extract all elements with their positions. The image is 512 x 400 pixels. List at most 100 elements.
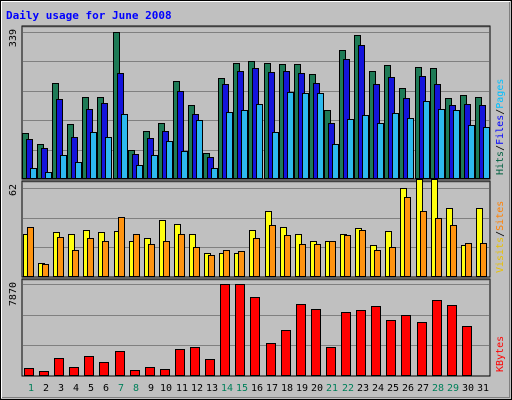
bar-sites-day-5 [87, 238, 94, 277]
bar-pages-day-15 [241, 110, 248, 179]
bar-kbytes-day-7 [115, 351, 125, 376]
x-tick-day-21: 21 [326, 383, 338, 394]
x-tick-day-2: 2 [43, 383, 49, 394]
bar-sites-day-27 [420, 211, 427, 277]
bar-kbytes-day-9 [145, 367, 155, 376]
bar-kbytes-day-6 [99, 362, 109, 376]
bar-sites-day-2 [42, 264, 49, 277]
legend-item: / [495, 231, 506, 237]
bar-visits-day-31 [476, 208, 483, 277]
bar-sites-day-21 [329, 241, 336, 277]
bar-pages-day-13 [211, 168, 218, 179]
bar-pages-day-2 [45, 172, 52, 179]
bar-kbytes-day-21 [326, 347, 336, 376]
y-max-label: 339 [8, 29, 19, 47]
x-tick-day-11: 11 [176, 383, 188, 394]
x-tick-day-27: 27 [417, 383, 429, 394]
bar-pages-day-14 [226, 112, 233, 179]
bar-sites-day-25 [389, 247, 396, 277]
bar-files-day-17 [268, 72, 275, 179]
bar-pages-day-23 [362, 115, 369, 179]
bar-pages-day-25 [392, 113, 399, 179]
x-tick-day-10: 10 [160, 383, 172, 394]
legend-bottom: KBytes [495, 336, 506, 372]
x-tick-day-6: 6 [103, 383, 109, 394]
bar-kbytes-day-19 [296, 304, 306, 376]
bar-kbytes-day-1 [24, 368, 34, 376]
bar-kbytes-day-15 [235, 284, 245, 376]
bar-pages-day-27 [423, 101, 430, 179]
legend-item: Visits [495, 237, 506, 273]
bar-pages-day-31 [483, 127, 490, 179]
bar-files-day-2 [41, 148, 48, 179]
x-tick-day-24: 24 [372, 383, 384, 394]
bar-sites-day-14 [223, 250, 230, 277]
bar-sites-day-8 [133, 234, 140, 277]
bar-sites-day-28 [435, 218, 442, 277]
legend-item: Files [495, 115, 506, 145]
bar-sites-day-10 [163, 241, 170, 277]
bar-pages-day-5 [90, 132, 97, 179]
bar-pages-day-30 [468, 125, 475, 179]
bar-sites-day-19 [299, 244, 306, 277]
legend-item: / [495, 145, 506, 151]
x-tick-day-31: 31 [477, 383, 489, 394]
bar-pages-day-19 [302, 93, 309, 179]
bar-sites-day-15 [238, 251, 245, 277]
y-max-label: 62 [8, 184, 19, 196]
bar-sites-day-23 [359, 230, 366, 277]
legend-item: Hits [495, 151, 506, 175]
bar-sites-day-16 [253, 238, 260, 277]
bar-kbytes-day-5 [84, 356, 94, 376]
bar-files-day-11 [177, 91, 184, 179]
bar-sites-day-1 [27, 227, 34, 277]
x-tick-day-20: 20 [311, 383, 323, 394]
bar-files-day-4 [71, 137, 78, 179]
bar-pages-day-17 [272, 132, 279, 179]
bar-sites-day-26 [404, 197, 411, 277]
bar-pages-day-21 [332, 144, 339, 179]
bar-kbytes-day-26 [401, 315, 411, 376]
x-tick-day-14: 14 [221, 383, 233, 394]
x-tick-day-16: 16 [251, 383, 263, 394]
bar-kbytes-day-18 [281, 330, 291, 376]
x-tick-day-25: 25 [387, 383, 399, 394]
x-tick-day-19: 19 [296, 383, 308, 394]
legend-middle: Visits/Sites [495, 201, 506, 273]
bar-pages-day-8 [136, 165, 143, 179]
bar-kbytes-day-14 [220, 284, 230, 376]
bar-kbytes-day-8 [130, 370, 140, 376]
x-tick-day-1: 1 [28, 383, 34, 394]
x-tick-day-8: 8 [133, 383, 139, 394]
x-tick-day-17: 17 [266, 383, 278, 394]
x-tick-day-5: 5 [88, 383, 94, 394]
bar-pages-day-1 [30, 168, 37, 179]
x-tick-day-30: 30 [462, 383, 474, 394]
bar-pages-day-20 [317, 93, 324, 179]
bar-kbytes-day-27 [417, 322, 427, 376]
x-tick-day-13: 13 [206, 383, 218, 394]
bar-kbytes-day-2 [39, 371, 49, 376]
bar-sites-day-30 [465, 243, 472, 277]
x-tick-day-7: 7 [118, 383, 124, 394]
bar-pages-day-24 [377, 123, 384, 179]
bar-pages-day-7 [121, 114, 128, 179]
bar-sites-day-9 [148, 244, 155, 277]
legend-item: KBytes [495, 336, 506, 372]
x-tick-day-9: 9 [148, 383, 154, 394]
bar-files-day-23 [358, 45, 365, 179]
bar-pages-day-4 [75, 162, 82, 179]
x-tick-day-28: 28 [432, 383, 444, 394]
bar-kbytes-day-20 [311, 309, 321, 376]
bar-pages-day-10 [166, 141, 173, 179]
bar-kbytes-day-25 [386, 320, 396, 376]
bar-sites-day-18 [284, 235, 291, 277]
bar-sites-day-22 [344, 235, 351, 277]
bar-sites-day-13 [208, 255, 215, 277]
bar-pages-day-16 [256, 104, 263, 179]
bar-sites-day-12 [193, 247, 200, 277]
x-tick-day-18: 18 [281, 383, 293, 394]
bar-kbytes-day-10 [160, 369, 170, 376]
legend-item: Pages [495, 79, 506, 109]
